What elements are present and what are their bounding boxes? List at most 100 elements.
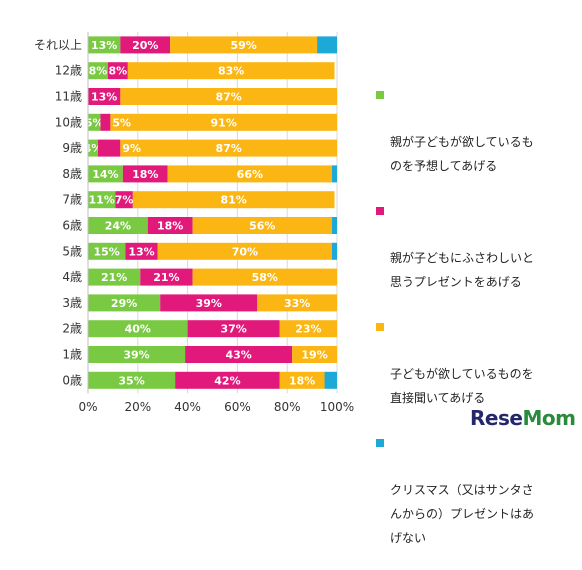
- bar-segment: [88, 320, 188, 338]
- category-label: 7歳: [62, 193, 82, 207]
- bar-segment: [257, 294, 337, 312]
- bar-segment: [279, 320, 337, 338]
- data-label: 35%: [118, 374, 144, 387]
- bar-segment: [107, 62, 128, 80]
- bar-segment: [279, 371, 325, 389]
- bar-segment: [332, 242, 337, 260]
- data-label: 42%: [214, 374, 240, 387]
- category-label: 2歳: [62, 322, 82, 336]
- bar-segment: [292, 346, 337, 363]
- logo-text-rese: Rese: [470, 406, 523, 430]
- legend-item-no-present: クリスマス（又はサンタさ んからの）プレゼントはあ げない: [376, 430, 576, 550]
- bar-segment: [332, 165, 337, 183]
- bar-segment: [88, 88, 121, 105]
- legend-label-predict: 親が子どもが欲しているも のを予想してあげる: [390, 135, 534, 173]
- data-label: 91%: [211, 116, 237, 129]
- data-label: 58%: [252, 271, 278, 284]
- legend-swatch-no-present: [376, 439, 384, 447]
- category-label: 8歳: [62, 167, 82, 181]
- category-label: 10歳: [55, 115, 82, 129]
- data-label: 24%: [105, 220, 131, 233]
- data-label: 13%: [91, 91, 117, 104]
- bar-segment: [88, 294, 161, 312]
- bar-segment: [110, 113, 337, 131]
- bar-segment: [170, 36, 318, 54]
- bar-segment: [147, 217, 193, 234]
- bar-segment: [317, 36, 337, 54]
- data-label: 5%: [85, 116, 104, 129]
- data-label: 23%: [295, 323, 321, 336]
- x-tick-label: 0%: [78, 400, 97, 414]
- data-label: 8%: [89, 65, 108, 78]
- data-label: 40%: [125, 323, 151, 336]
- bar-segment: [88, 113, 101, 131]
- bar-segment: [125, 242, 158, 260]
- category-label: 11歳: [55, 90, 82, 104]
- x-tick-label: 100%: [320, 400, 354, 414]
- resemom-logo: ReseMom: [470, 406, 576, 430]
- bar-segment: [127, 62, 335, 80]
- legend-item-predict: 親が子どもが欲しているも のを予想してあげる: [376, 82, 576, 178]
- data-label: 21%: [153, 271, 179, 284]
- bar-segment: [175, 371, 280, 389]
- data-label: 18%: [157, 220, 183, 233]
- data-label: 43%: [225, 349, 251, 362]
- bar-segment: [88, 36, 121, 54]
- bar-segment: [192, 217, 333, 234]
- legend-swatch-ask-directly: [376, 323, 384, 331]
- stacked-bar-chart: 0% 20% 40% 60% 80% 100% それ以上 13% 20% 59% 12歳 8% 8% 83…: [34, 32, 354, 414]
- x-tick-label: 80%: [274, 400, 301, 414]
- legend-item-suitable: 親が子どもにふさわしいと 思うプレゼントをあげる: [376, 198, 576, 294]
- bar-segment: [115, 191, 133, 209]
- category-label: 12歳: [55, 64, 82, 78]
- data-label: 56%: [249, 220, 275, 233]
- data-label: 5%: [112, 116, 131, 129]
- data-label: 29%: [111, 297, 137, 310]
- data-label: 33%: [284, 297, 310, 310]
- bar-segment: [88, 62, 108, 80]
- data-label: 39%: [123, 349, 149, 362]
- x-tick-label: 60%: [224, 400, 251, 414]
- data-label: 81%: [220, 194, 246, 207]
- data-label: 19%: [301, 349, 327, 362]
- bar-segment: [88, 242, 126, 260]
- bar-segment: [120, 36, 171, 54]
- category-label: 4歳: [62, 270, 82, 284]
- bar-segment: [167, 165, 333, 183]
- category-label: 0歳: [62, 373, 82, 387]
- bar-segment: [88, 371, 176, 389]
- data-label: 13%: [128, 245, 154, 258]
- bar-segment: [88, 268, 141, 286]
- data-label: 39%: [196, 297, 222, 310]
- category-label: 5歳: [62, 244, 82, 258]
- data-label: 8%: [109, 65, 128, 78]
- bar-segment: [192, 268, 337, 286]
- data-label: 14%: [92, 168, 118, 181]
- data-label: 21%: [101, 271, 127, 284]
- legend-swatch-predict: [376, 91, 384, 99]
- legend-item-ask-directly: 子どもが欲しているものを 直接聞いてあげる: [376, 314, 576, 410]
- data-label: 83%: [218, 65, 244, 78]
- category-label: 3歳: [62, 296, 82, 310]
- logo-text-mom: Mom: [522, 406, 576, 430]
- data-label: 18%: [289, 374, 315, 387]
- bar-segment: [120, 139, 338, 157]
- data-label: 87%: [216, 91, 242, 104]
- data-label: 66%: [237, 168, 263, 181]
- data-label: 59%: [230, 39, 256, 52]
- data-label: 13%: [91, 39, 117, 52]
- data-label: 7%: [115, 194, 134, 207]
- bar-segment: [160, 294, 258, 312]
- x-tick-label: 40%: [174, 400, 201, 414]
- data-label: 15%: [94, 245, 120, 258]
- data-label: 87%: [216, 142, 242, 155]
- legend: 親が子どもが欲しているも のを予想してあげる 親が子どもにふさわしいと 思うプレ…: [376, 82, 576, 570]
- bar-segment: [100, 113, 111, 131]
- category-label: 9歳: [62, 141, 82, 155]
- bar-segment: [88, 191, 116, 209]
- bar-segment: [324, 371, 337, 389]
- data-label: 70%: [232, 245, 258, 258]
- legend-swatch-suitable: [376, 207, 384, 215]
- bar-segment: [140, 268, 193, 286]
- data-label: 11%: [89, 194, 115, 207]
